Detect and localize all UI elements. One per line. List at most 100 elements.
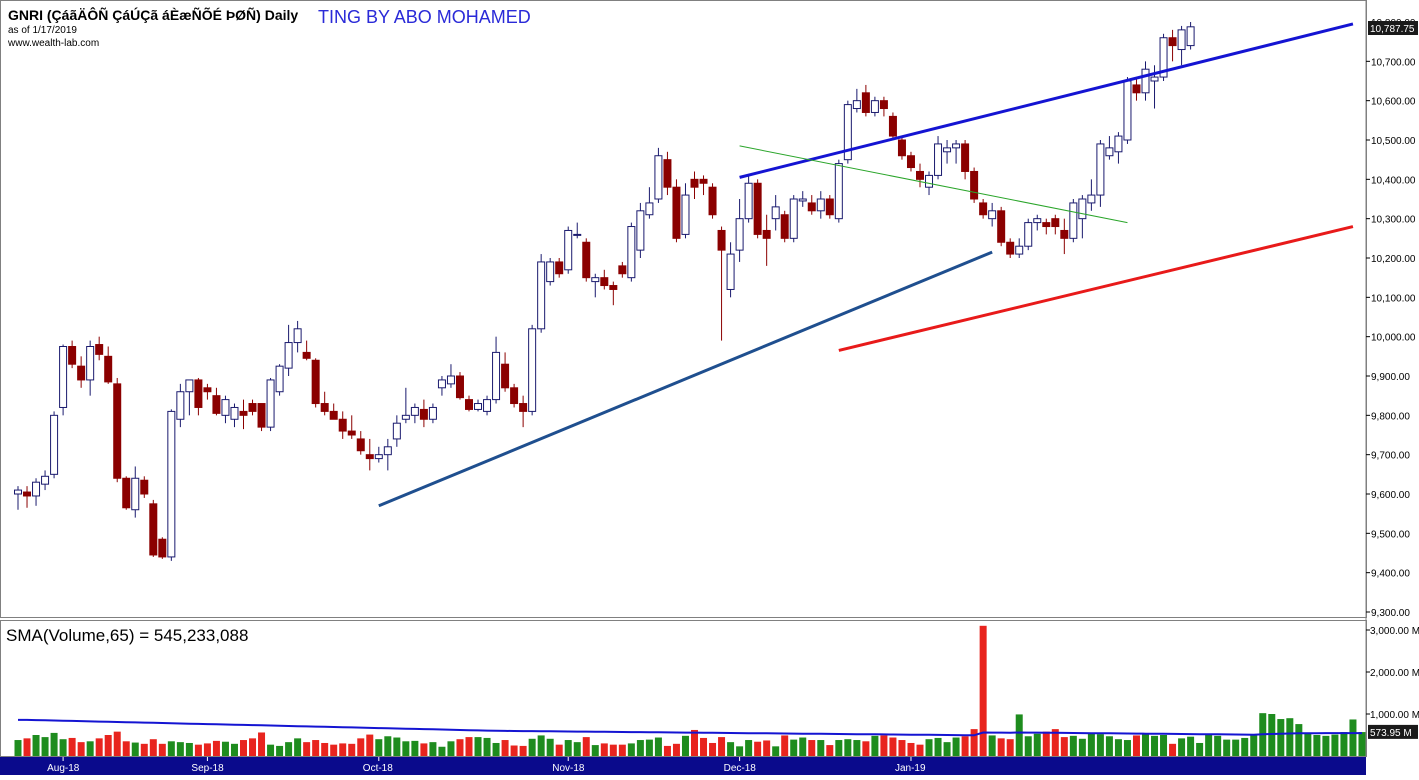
candle (176, 383, 185, 428)
volume-bar (672, 743, 680, 756)
candle-body (564, 229, 573, 271)
candle (807, 195, 816, 215)
volume-bar (1033, 733, 1041, 756)
candle-body (834, 163, 843, 220)
candle (419, 399, 428, 428)
candle (401, 387, 410, 424)
candle-body (654, 155, 663, 200)
candle-body (1159, 37, 1168, 78)
candle-body (23, 491, 32, 497)
price-tick-label: 9,400.00 (1371, 569, 1410, 580)
trendline-lower-trend[interactable] (378, 250, 993, 508)
volume-bar (285, 742, 293, 756)
candle (374, 446, 383, 463)
last-price-badge (1368, 21, 1418, 35)
candle-body (573, 233, 582, 236)
candle (654, 147, 663, 203)
candle (293, 320, 302, 353)
candle-body (365, 454, 374, 460)
candle-body (934, 143, 943, 176)
volume-bar (230, 743, 238, 756)
candle-body (14, 489, 22, 495)
candle (1069, 199, 1078, 243)
volume-bar (528, 738, 536, 756)
volume-bar (817, 740, 825, 756)
candle-body (392, 422, 401, 440)
candle-body (1033, 218, 1042, 224)
candle (636, 202, 645, 258)
volume-bar (1241, 737, 1249, 756)
volume-bar (1142, 733, 1149, 756)
candle (1168, 29, 1177, 62)
last-price-label: 10,787.75 (1370, 24, 1415, 35)
candle (50, 411, 59, 479)
candle (68, 340, 77, 369)
volume-bar (303, 742, 311, 756)
volume-bar (808, 740, 816, 756)
candle-body (888, 115, 897, 137)
candle (726, 242, 735, 298)
candle (825, 195, 834, 219)
candle (780, 210, 789, 243)
candle-body (852, 100, 861, 110)
candle-body (465, 399, 473, 410)
volume-bar (1178, 738, 1186, 756)
date-tick-label: Dec-18 (724, 763, 757, 774)
candle-body (1123, 80, 1132, 141)
volume-bar (1024, 736, 1032, 756)
candle (1114, 132, 1123, 164)
candle (717, 226, 726, 341)
candle-body (825, 198, 834, 216)
price-tick-label: 9,500.00 (1371, 529, 1410, 540)
volume-bar (880, 735, 888, 756)
candle-body (410, 406, 419, 416)
candle (275, 364, 284, 396)
candle (861, 84, 870, 117)
candle (997, 206, 1006, 247)
candle (735, 199, 744, 262)
volume-bar (1214, 735, 1222, 756)
trendline-green-trend[interactable] (739, 145, 1128, 224)
candle (1033, 214, 1042, 231)
candle (131, 466, 140, 518)
volume-bar (411, 740, 419, 756)
candle-body (582, 241, 591, 279)
candle-body (501, 363, 510, 389)
volume-bar (826, 745, 834, 756)
candle-body (41, 475, 50, 485)
volume-bar (276, 745, 284, 756)
volume-bar (149, 739, 157, 756)
volume-bar (330, 744, 338, 756)
volume-axis: 1,000.00 M 2,000.00 M 3,000.00 M (1366, 626, 1419, 721)
volume-bar (1060, 737, 1068, 756)
volume-bar (654, 737, 662, 756)
price-tick-label: 9,800.00 (1371, 411, 1410, 422)
volume-bar (618, 744, 626, 756)
volume-bar (555, 744, 563, 756)
volume-bar (636, 740, 644, 756)
trendline-red-trend[interactable] (838, 225, 1354, 352)
candle (302, 340, 311, 361)
candle-body (1096, 143, 1105, 196)
trendline-upper-channel[interactable] (739, 22, 1354, 179)
candle-body (762, 229, 771, 239)
volume-bar (1349, 719, 1357, 756)
volume-bar (95, 738, 103, 756)
candle (708, 183, 717, 219)
candle-body (861, 92, 870, 113)
volume-bar (86, 741, 94, 756)
volume-bar (321, 742, 329, 756)
volume-bar (889, 737, 897, 756)
volume-bar (212, 740, 220, 756)
candle-body (149, 503, 158, 556)
volume-bar (465, 737, 473, 756)
candle-body (113, 383, 122, 479)
volume-bar (691, 729, 698, 756)
candle-body (699, 178, 708, 184)
candle-body (1042, 222, 1051, 228)
candle-body (537, 261, 546, 330)
candle-body (230, 406, 239, 420)
candle-body (212, 395, 221, 414)
